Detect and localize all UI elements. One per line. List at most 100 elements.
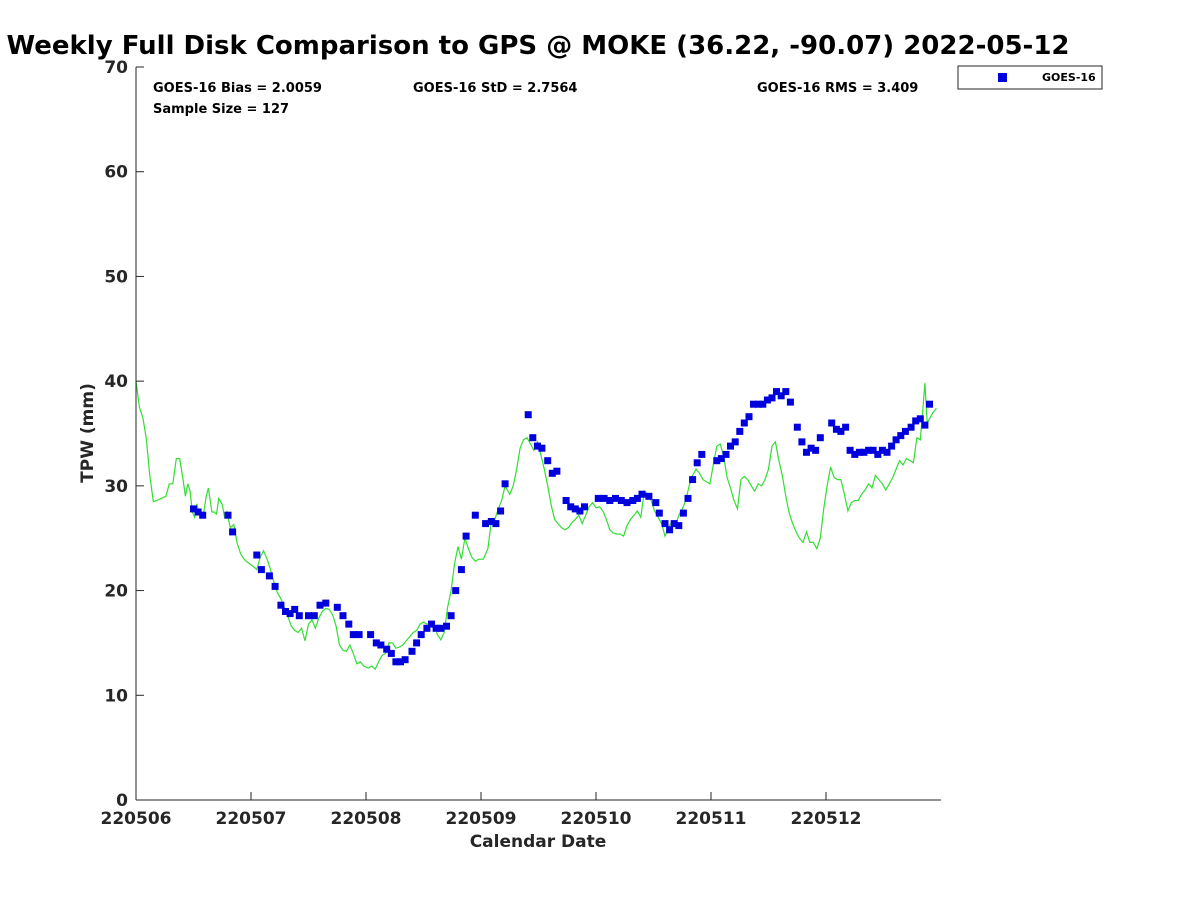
gps-line	[135, 381, 937, 671]
x-tick-label: 220511	[676, 809, 747, 829]
x-tick-label: 220512	[791, 809, 862, 829]
goes-point	[907, 423, 915, 431]
goes-point	[782, 388, 790, 396]
goes-point	[408, 647, 416, 655]
goes-point	[383, 645, 391, 653]
goes-point	[349, 631, 357, 639]
goes-point	[816, 434, 824, 442]
goes-point	[740, 419, 748, 427]
goes-point	[333, 603, 341, 611]
goes-point	[229, 528, 237, 536]
goes-point	[305, 612, 312, 620]
rms-stat: GOES-16 RMS = 3.409	[757, 81, 918, 96]
legend-box	[957, 65, 1103, 90]
goes-point	[295, 612, 303, 620]
goes-point	[387, 649, 395, 657]
goes-point	[652, 499, 660, 507]
goes-point	[786, 398, 794, 406]
goes-point	[878, 446, 886, 454]
goes-point	[482, 520, 490, 528]
goes-point	[803, 448, 810, 456]
goes-point	[679, 509, 687, 517]
goes-point	[832, 425, 840, 433]
goes-point	[345, 620, 353, 628]
goes-point	[282, 608, 289, 615]
goes-point	[413, 639, 421, 647]
goes-point	[194, 508, 202, 516]
goes-point	[397, 658, 404, 666]
goes-point	[754, 400, 762, 408]
x-tick-label: 220509	[446, 809, 517, 829]
gps-series	[135, 381, 937, 671]
x-axis-label: Calendar Date	[470, 832, 607, 852]
goes-point	[443, 622, 450, 630]
goes-point	[655, 509, 663, 517]
goes-point	[638, 490, 646, 498]
goes-point	[684, 494, 692, 502]
goes-point	[286, 610, 294, 618]
goes-point	[897, 432, 905, 440]
goes-point	[722, 450, 730, 458]
goes-point	[253, 551, 261, 559]
y-tick-label: 50	[104, 267, 128, 287]
goes-point	[851, 450, 859, 458]
goes-point	[693, 459, 701, 467]
y-tick-label: 30	[104, 477, 128, 497]
chart-title: Weekly Full Disk Comparison to GPS @ MOK…	[6, 31, 1069, 61]
goes-point	[612, 494, 619, 502]
goes-point	[271, 582, 279, 590]
goes-point	[759, 400, 767, 408]
goes-point	[855, 448, 863, 456]
bias-stat: GOES-16 Bias = 2.0059	[153, 81, 322, 96]
goes-point	[812, 446, 820, 454]
y-axis-label: TPW (mm)	[78, 383, 98, 483]
std-stat: GOES-16 StD = 2.7564	[413, 81, 577, 96]
goes-point	[224, 511, 232, 519]
goes-point	[452, 587, 460, 595]
goes-point	[492, 520, 500, 528]
goes-point	[367, 631, 375, 639]
goes-point	[883, 448, 891, 456]
goes-point	[310, 612, 318, 620]
x-tick-label: 220506	[101, 809, 172, 829]
goes-point	[257, 566, 265, 574]
goes-point	[661, 520, 669, 528]
x-tick-label: 220510	[561, 809, 632, 829]
goes-point	[768, 394, 776, 402]
goes-point	[417, 631, 425, 639]
goes-point	[291, 605, 299, 613]
y-tick-label: 60	[104, 163, 128, 183]
x-ticks: 220506 220507 220508 220509 220510 220511 2205…	[101, 792, 862, 829]
goes-point	[265, 572, 273, 580]
goes-point	[745, 413, 753, 421]
goes-point	[793, 423, 801, 431]
goes-point	[428, 620, 435, 628]
goes-point	[670, 520, 678, 528]
goes-point	[594, 494, 602, 502]
y-tick-label: 70	[104, 58, 128, 78]
goes-point	[524, 411, 532, 419]
goes-point	[846, 446, 854, 454]
goes-point	[731, 438, 739, 446]
legend-label: GOES-16	[1042, 71, 1096, 84]
goes-point	[377, 641, 385, 649]
goes-point	[606, 497, 614, 504]
goes-point	[487, 518, 495, 525]
goes-point	[888, 442, 896, 450]
plot-area	[135, 381, 937, 671]
goes-point	[713, 457, 721, 465]
goes-point	[581, 503, 588, 511]
goes-point	[773, 388, 780, 396]
goes-point	[316, 601, 324, 609]
goes-point	[529, 434, 537, 442]
goes-point	[462, 532, 470, 540]
axes	[135, 67, 941, 801]
goes-point	[576, 507, 584, 515]
goes-point	[471, 511, 479, 519]
goes-point	[842, 423, 850, 431]
goes-point	[571, 505, 579, 513]
goes-point	[538, 444, 546, 452]
goes-point	[339, 612, 347, 620]
